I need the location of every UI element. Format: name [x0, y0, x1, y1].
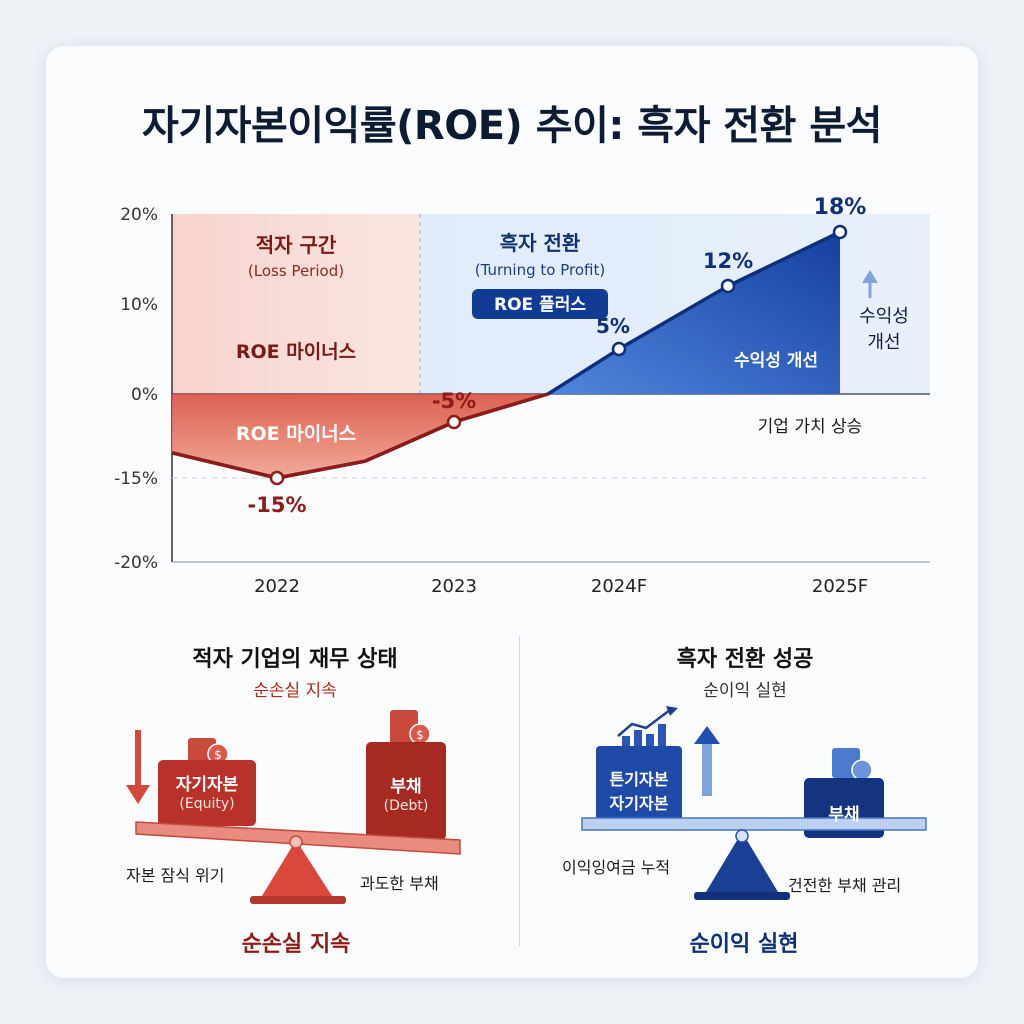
loss-zone-sub: (Loss Period) — [248, 262, 344, 280]
x-tick-label: 2024F — [591, 576, 647, 597]
svg-text:$: $ — [416, 728, 424, 742]
panel-divider — [519, 636, 520, 946]
left-caption-left: 자본 잠식 위기 — [126, 866, 225, 885]
balance-beam-2 — [581, 817, 927, 831]
left-panel-title: 적자 기업의 재무 상태 — [192, 647, 398, 672]
y-tick-label: 20% — [120, 205, 158, 225]
profit-area-label: 수익성 개선 — [734, 351, 818, 371]
right-caption-left: 이익잉여금 누적 — [562, 858, 671, 877]
profit-badge: ROE 플러스 — [494, 295, 586, 315]
loss-text-upper: ROE 마이너스 — [236, 341, 356, 363]
page-title: 자기자본이익률(ROE) 추이: 흑자 전환 분석 — [142, 103, 882, 149]
left-caption-right: 과도한 부채 — [360, 874, 439, 893]
loss-text-lower: ROE 마이너스 — [236, 423, 356, 445]
left-bottom-label: 순손실 지속 — [241, 932, 351, 957]
side-label-1: 수익성 — [859, 306, 909, 327]
equity-label: 자기자본 — [175, 775, 239, 795]
y-tick-label: 0% — [131, 385, 158, 405]
fulcrum — [262, 840, 332, 896]
data-point — [720, 278, 736, 294]
up-arrow-icon-2 — [694, 726, 720, 744]
right-balance-illustration — [581, 706, 927, 900]
roe-chart: 20% 10% 0% -15% -20% 2022 2023 2024F 2025F -15%… — [114, 195, 930, 597]
roe-line-loss-segment — [171, 392, 549, 480]
debt-box — [366, 742, 446, 840]
data-label: -15% — [248, 493, 307, 517]
x-tick-label: 2022 — [254, 576, 300, 597]
data-point — [832, 224, 848, 240]
svg-text:$: $ — [214, 748, 222, 762]
debt-sub: (Debt) — [383, 798, 429, 814]
right-bottom-label: 순이익 실현 — [689, 932, 799, 957]
right-caption-right: 건전한 부채 관리 — [788, 876, 902, 895]
fulcrum-2 — [706, 832, 778, 892]
left-panel-subtitle: 순손실 지속 — [253, 681, 337, 701]
y-tick-label: -20% — [114, 553, 158, 573]
right-panel-subtitle: 순이익 실현 — [703, 681, 787, 701]
x-tick-label: 2025F — [812, 576, 868, 597]
profit-zone-sub: (Turning to Profit) — [475, 261, 605, 279]
data-label: 12% — [703, 249, 753, 273]
equity-box-2 — [596, 746, 682, 826]
data-label: -5% — [432, 389, 476, 413]
debt-label-2: 부채 — [828, 805, 860, 825]
growth-chart-icon — [617, 706, 678, 750]
loss-zone-bg — [172, 214, 420, 394]
left-balance-illustration: $ $ — [126, 710, 461, 904]
value-rise-label: 기업 가치 상승 — [758, 417, 863, 437]
profit-zone-title: 흑자 전환 — [500, 231, 581, 255]
equity-box — [158, 760, 256, 826]
right-panel-title: 흑자 전환 성공 — [676, 647, 814, 672]
data-point — [611, 341, 627, 357]
data-point — [269, 470, 285, 486]
equity-line-1: 튼기자본 — [609, 770, 669, 789]
loss-zone-title: 적자 구간 — [256, 233, 337, 257]
x-tick-label: 2023 — [431, 576, 477, 597]
y-tick-label: 10% — [120, 295, 158, 315]
up-arrow-icon — [862, 270, 878, 283]
data-point — [446, 414, 462, 430]
debt-label: 부채 — [390, 777, 422, 797]
down-arrow-icon — [126, 785, 150, 804]
side-label-2: 개선 — [867, 332, 900, 353]
profit-badge-bg — [472, 289, 608, 319]
y-tick-label: -15% — [114, 469, 158, 489]
equity-line-2: 자기자본 — [609, 794, 669, 813]
data-label: 18% — [814, 195, 867, 220]
equity-sub: (Equity) — [179, 796, 235, 812]
